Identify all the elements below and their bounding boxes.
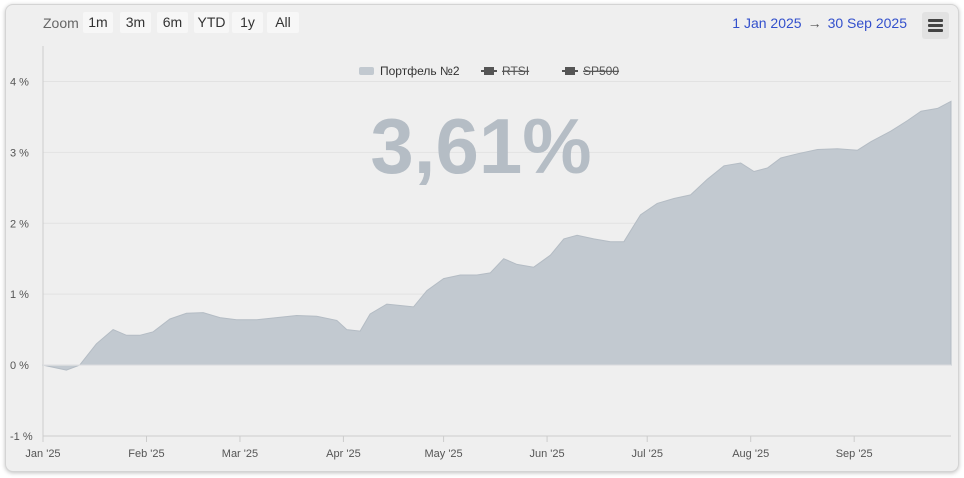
legend-swatch xyxy=(359,67,374,75)
zoom-3m-button[interactable]: 3m xyxy=(120,12,151,33)
y-tick-label: 4 % xyxy=(10,76,29,88)
legend-label: RTSI xyxy=(502,64,529,78)
x-tick-label: Feb '25 xyxy=(128,448,164,460)
legend: Портфель №2 RTSI SP500 xyxy=(359,64,619,78)
y-tick-label: 2 % xyxy=(10,218,29,230)
y-axis-ticks: 4 % 3 % 2 % 1 % 0 % -1 % xyxy=(10,76,33,443)
hamburger-menu-icon[interactable] xyxy=(922,12,949,39)
legend-item[interactable]: Портфель №2 xyxy=(359,64,460,78)
zoom-6m-button[interactable]: 6m xyxy=(157,12,188,33)
date-range-from[interactable]: 1 Jan 2025 xyxy=(732,15,802,31)
zoom-1m-button[interactable]: 1m xyxy=(83,12,113,33)
legend-item[interactable]: RTSI xyxy=(481,64,529,78)
legend-swatch-marker xyxy=(565,67,575,75)
x-tick-label: Jun '25 xyxy=(530,448,565,460)
big-value-label: 3,61% xyxy=(370,102,591,190)
zoom-all-button[interactable]: All xyxy=(267,12,299,33)
y-tick-label: 0 % xyxy=(10,360,29,372)
zoom-ytd-button[interactable]: YTD xyxy=(194,12,229,33)
legend-swatch-marker xyxy=(484,67,494,75)
series-area xyxy=(42,100,952,371)
chart-container: Zoom 1m 3m 6m YTD 1y All 1 Jan 2025 → 30 S… xyxy=(5,4,959,472)
chart-svg: 4 % 3 % 2 % 1 % 0 % -1 % Jan '25 Feb '25 Mar '2… xyxy=(10,46,952,460)
zoom-1y-button[interactable]: 1y xyxy=(232,12,263,33)
x-tick-label: Aug '25 xyxy=(732,448,769,460)
x-tick-label: Jan '25 xyxy=(25,448,60,460)
x-tick-label: Apr '25 xyxy=(326,448,361,460)
x-tick-label: Jul '25 xyxy=(631,448,662,460)
x-tick-label: May '25 xyxy=(424,448,462,460)
y-tick-label: -1 % xyxy=(10,431,33,443)
legend-label: SP500 xyxy=(583,64,619,78)
date-range-arrow: → xyxy=(807,15,822,31)
date-range-to[interactable]: 30 Sep 2025 xyxy=(827,15,907,31)
x-tick-label: Mar '25 xyxy=(222,448,258,460)
date-range: 1 Jan 2025 → 30 Sep 2025 xyxy=(732,15,907,31)
zoom-label: Zoom xyxy=(43,15,79,31)
y-tick-label: 1 % xyxy=(10,289,29,301)
y-tick-label: 3 % xyxy=(10,147,29,159)
x-tick-label: Sep '25 xyxy=(836,448,873,460)
x-axis-ticks: Jan '25 Feb '25 Mar '25 Apr '25 May '25 Jun '… xyxy=(25,436,873,460)
legend-label: Портфель №2 xyxy=(380,64,460,78)
legend-item[interactable]: SP500 xyxy=(562,64,619,78)
